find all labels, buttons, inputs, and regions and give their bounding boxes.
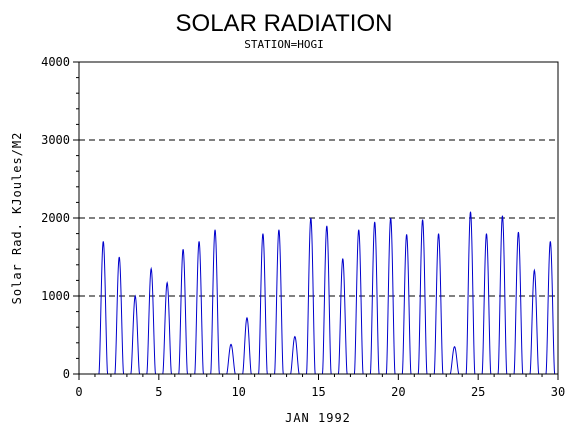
y-tick-label: 2000	[41, 211, 70, 225]
y-tick-label: 1000	[41, 289, 70, 303]
chart-subtitle: STATION=HOGI	[244, 38, 323, 51]
x-tick-label: 15	[311, 385, 325, 399]
x-tick-label: 20	[391, 385, 405, 399]
grid-lines	[79, 61, 558, 297]
x-tick-label: 10	[231, 385, 245, 399]
x-tick-label: 0	[75, 385, 82, 399]
x-tick-label: 5	[155, 385, 162, 399]
chart-title: SOLAR RADIATION	[176, 10, 393, 37]
y-tick-label: 3000	[41, 133, 70, 147]
y-tick-label: 4000	[41, 55, 70, 69]
series-layer	[79, 211, 558, 375]
y-axis: 0 1000 2000 3000 4000	[41, 55, 79, 381]
y-axis-label: Solar Rad. KJoules/M2	[10, 132, 24, 305]
y-tick-label: 0	[63, 367, 70, 381]
x-tick-label: 30	[551, 385, 565, 399]
x-tick-label: 25	[471, 385, 485, 399]
x-axis: 0 5 10 15 20 25 30	[75, 374, 565, 399]
solar-radiation-series	[79, 211, 558, 375]
x-axis-label: JAN 1992	[285, 411, 351, 425]
